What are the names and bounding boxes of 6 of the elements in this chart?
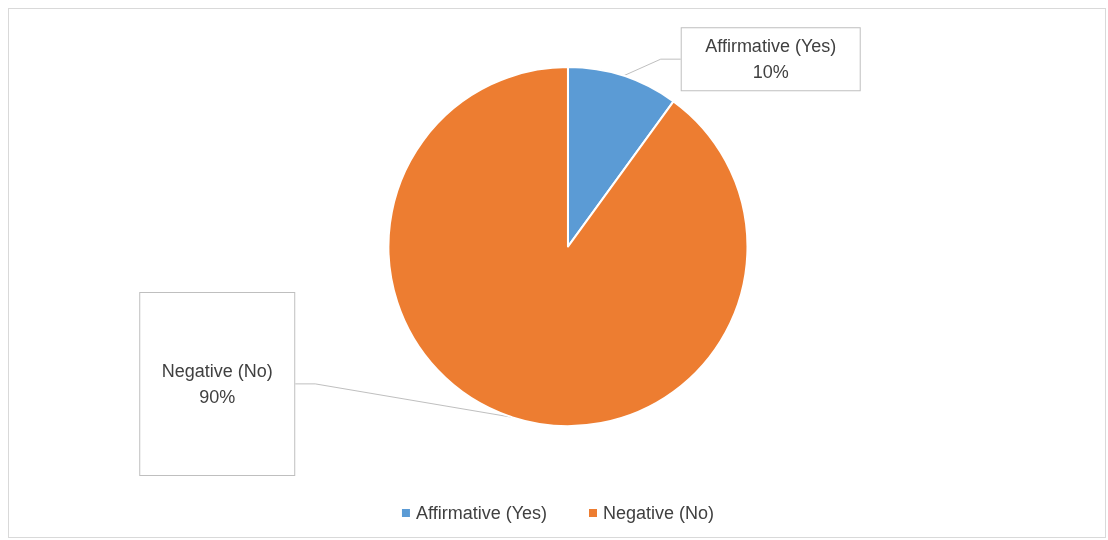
slice-label: Negative (No) [161,360,273,381]
legend-label: Negative (No) [603,503,715,523]
legend-label: Affirmative (Yes) [415,503,547,523]
data-label: 10% [752,62,789,83]
slice-label: Affirmative (Yes) [705,36,837,57]
data-label: 90% [199,386,236,407]
